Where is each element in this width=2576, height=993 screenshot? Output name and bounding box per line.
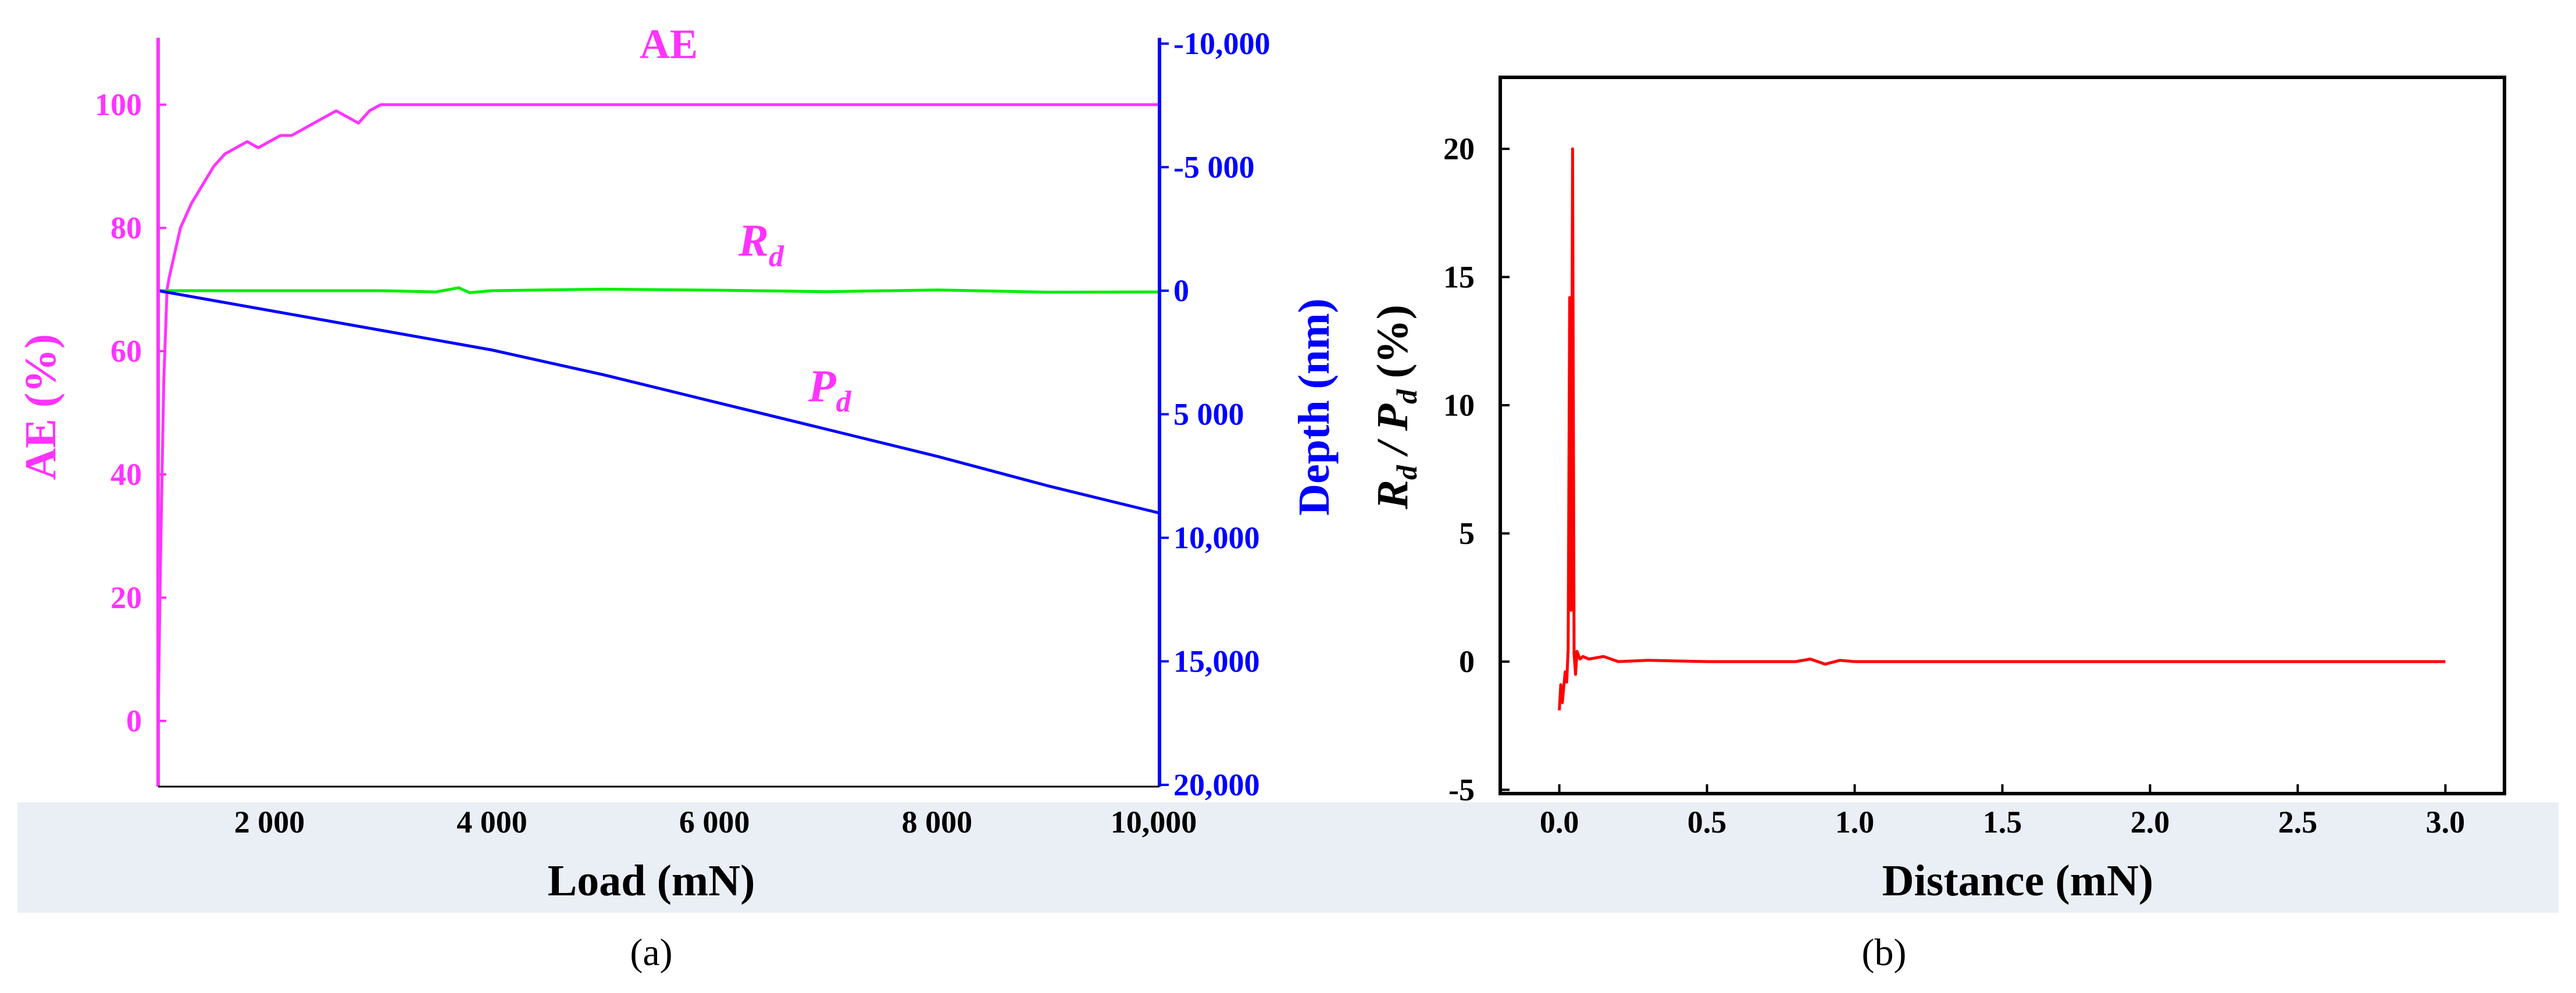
- y-axis-label-left-a: AE (%): [16, 334, 65, 480]
- y-right-tick-label: 15,000: [1173, 644, 1260, 679]
- annotation-pd: Pd: [808, 360, 852, 419]
- panel-label-b: (b): [1862, 931, 1907, 974]
- x-tick-label: 1.5: [1983, 805, 2022, 840]
- ylabel-b-unit: (%): [1368, 305, 1417, 390]
- plot-area-b: [1558, 147, 2446, 710]
- series-line-ratio: [1558, 147, 2446, 710]
- y-tick-label: -5: [1448, 773, 1475, 808]
- ylabel-b-p: P: [1368, 403, 1417, 431]
- y-left-tick-label: 20: [110, 580, 142, 615]
- y-right-tick-label: 20,000: [1173, 767, 1260, 802]
- x-tick-label: 2.0: [2131, 805, 2170, 840]
- series-line-ae: [156, 103, 1159, 721]
- y-right-tick-label: -5 000: [1173, 150, 1254, 185]
- ylabel-b-slash: /: [1368, 431, 1417, 465]
- y-tick-label: 0: [1459, 644, 1475, 679]
- y-left-tick-label: 80: [110, 210, 142, 245]
- annotation-pd-sub: d: [836, 385, 852, 419]
- annotation-rd-main: R: [738, 215, 769, 266]
- annotation-ae: AE: [640, 21, 698, 67]
- x-tick-label: 10,000: [1111, 805, 1197, 840]
- y-left-tick-label: 100: [95, 87, 142, 122]
- ylabel-b-r-sub: d: [1390, 465, 1423, 480]
- x-tick-label: 0.5: [1687, 805, 1727, 840]
- series-line-pd: [158, 289, 1160, 515]
- x-tick-label: 4 000: [456, 805, 527, 840]
- annotation-rd: Rd: [738, 215, 784, 273]
- panel-a: 0 20 40 60 80 100 -10,000 -5 000 0 5 000 10,000 15,…: [16, 21, 1465, 974]
- x-tick-label: 2 000: [234, 805, 305, 840]
- y-left-tick-label: 40: [110, 457, 142, 492]
- y-right-tick-label: 10,000: [1173, 520, 1260, 555]
- x-tick-label: 6 000: [679, 805, 750, 840]
- y-axis-label-right-a: Depth (nm): [1290, 298, 1339, 516]
- y-tick-label: 10: [1443, 388, 1475, 423]
- xaxis-band-a: [17, 802, 1465, 913]
- y-tick-label: 15: [1443, 260, 1475, 295]
- x-axis-label-b: Distance (mN): [1882, 856, 2153, 905]
- y-tick-label: 20: [1443, 131, 1475, 166]
- y-right-tick-label: 0: [1173, 273, 1189, 308]
- annotation-rd-sub: d: [769, 240, 784, 273]
- ticks-b: -5 0 5 10 15 20 0.0 0.5 1.0 1.5 2.0 2.5 3.0: [1443, 131, 2465, 840]
- ticks-a: 0 20 40 60 80 100 -10,000 -5 000 0 5 000 10,000 15,…: [95, 26, 1270, 840]
- y-axis-label-b: Rd / Pd (%): [1368, 305, 1423, 510]
- x-tick-label: 3.0: [2426, 805, 2466, 840]
- x-tick-label: 1.0: [1835, 805, 1875, 840]
- y-right-tick-label: 5 000: [1173, 397, 1244, 432]
- ylabel-b-r: R: [1368, 480, 1417, 510]
- x-axis-label-a: Load (mN): [548, 856, 755, 905]
- ylabel-b-p-sub: d: [1390, 389, 1423, 404]
- panel-label-a: (a): [630, 931, 672, 974]
- y-right-tick-label: -10,000: [1173, 26, 1270, 61]
- x-tick-label: 2.5: [2278, 805, 2318, 840]
- y-left-tick-label: 0: [126, 703, 142, 738]
- plot-area-a: [156, 103, 1160, 721]
- annotation-pd-main: P: [808, 360, 837, 411]
- plot-frame-b: [1498, 76, 2506, 795]
- y-tick-label: 5: [1459, 516, 1475, 551]
- y-left-tick-label: 60: [110, 334, 142, 369]
- x-tick-label: 0.0: [1540, 805, 1579, 840]
- series-line-rd: [158, 286, 1160, 294]
- panel-b: -5 0 5 10 15 20 0.0 0.5 1.0 1.5 2.0 2.5 3.0 Distance…: [1368, 76, 2559, 974]
- x-tick-label: 8 000: [902, 805, 973, 840]
- xaxis-band-b: [1465, 802, 2559, 913]
